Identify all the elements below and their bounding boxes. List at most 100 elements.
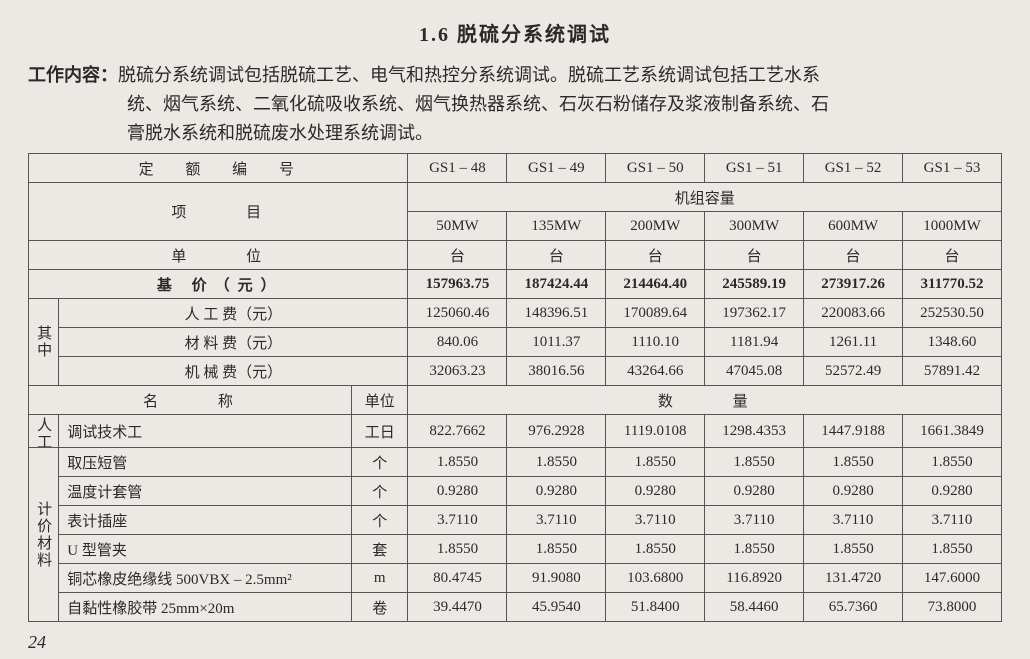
hdr-name: 名 称 [29,386,352,415]
row-item-4: U 型管夹 套 1.8550 1.8550 1.8550 1.8550 1.85… [29,535,1002,564]
i1-3: 1.8550 [705,448,804,477]
code-2: GS1 – 50 [606,154,705,183]
desc-line3: 膏脱水系统和脱硫废水处理系统调试。 [28,119,1002,148]
i0-0: 822.7662 [408,415,507,448]
item-unit-2: 个 [351,477,408,506]
work-description: 工作内容：脱硫分系统调试包括脱硫工艺、电气和热控分系统调试。脱硫工艺系统调试包括… [28,61,1002,147]
i6-3: 58.4460 [705,593,804,622]
row-codes: 定 额 编 号 GS1 – 48 GS1 – 49 GS1 – 50 GS1 –… [29,154,1002,183]
unit-5: 台 [903,241,1002,270]
unit-0: 台 [408,241,507,270]
i5-4: 131.4720 [804,564,903,593]
lbl-machine: 机 械 费（元） [59,357,408,386]
unit-2: 台 [606,241,705,270]
desc-line2: 统、烟气系统、二氧化硫吸收系统、烟气换热器系统、石灰石粉储存及浆液制备系统、石 [28,90,1002,119]
labor-5: 252530.50 [903,299,1002,328]
i4-3: 1.8550 [705,535,804,564]
i4-4: 1.8550 [804,535,903,564]
row-item-labor: 人工 调试技术工 工日 822.7662 976.2928 1119.0108 … [29,415,1002,448]
i2-5: 0.9280 [903,477,1002,506]
i6-5: 73.8000 [903,593,1002,622]
mach-4: 52572.49 [804,357,903,386]
code-0: GS1 – 48 [408,154,507,183]
i3-4: 3.7110 [804,506,903,535]
mat-0: 840.06 [408,328,507,357]
i1-1: 1.8550 [507,448,606,477]
item-unit-3: 个 [351,506,408,535]
hdr-unit: 单 位 [29,241,408,270]
side-jijia: 计价材料 [29,448,59,622]
base-5: 311770.52 [903,270,1002,299]
i3-1: 3.7110 [507,506,606,535]
mat-3: 1181.94 [705,328,804,357]
i2-1: 0.9280 [507,477,606,506]
cap-1: 135MW [507,212,606,241]
mach-5: 57891.42 [903,357,1002,386]
item-unit-1: 个 [351,448,408,477]
item-name-1: 取压短管 [59,448,352,477]
side-rengong: 人工 [29,415,59,448]
base-4: 273917.26 [804,270,903,299]
cap-3: 300MW [705,212,804,241]
code-3: GS1 – 51 [705,154,804,183]
cap-0: 50MW [408,212,507,241]
i5-2: 103.6800 [606,564,705,593]
mat-2: 1110.10 [606,328,705,357]
row-name-qty-header: 名 称 单位 数 量 [29,386,1002,415]
item-unit-5: m [351,564,408,593]
item-name-3: 表计插座 [59,506,352,535]
i3-0: 3.7110 [408,506,507,535]
item-unit-4: 套 [351,535,408,564]
mach-3: 47045.08 [705,357,804,386]
cap-2: 200MW [606,212,705,241]
i5-0: 80.4745 [408,564,507,593]
mach-0: 32063.23 [408,357,507,386]
i4-1: 1.8550 [507,535,606,564]
row-item-1: 计价材料 取压短管 个 1.8550 1.8550 1.8550 1.8550 … [29,448,1002,477]
row-cost-labor: 其中 人 工 费（元） 125060.46 148396.51 170089.6… [29,299,1002,328]
page-number: 24 [28,632,46,653]
hdr-base-price: 基 价（元） [29,270,408,299]
i1-2: 1.8550 [606,448,705,477]
row-cost-machine: 机 械 费（元） 32063.23 38016.56 43264.66 4704… [29,357,1002,386]
row-capacity-header: 项 目 机组容量 [29,183,1002,212]
i6-2: 51.8400 [606,593,705,622]
base-0: 157963.75 [408,270,507,299]
desc-line1: 脱硫分系统调试包括脱硫工艺、电气和热控分系统调试。脱硫工艺系统调试包括工艺水系 [118,65,820,85]
code-1: GS1 – 49 [507,154,606,183]
base-3: 245589.19 [705,270,804,299]
i1-5: 1.8550 [903,448,1002,477]
section-title: 1.6 脱硫分系统调试 [28,18,1002,47]
mat-1: 1011.37 [507,328,606,357]
hdr-capacity: 机组容量 [408,183,1002,212]
cap-4: 600MW [804,212,903,241]
i3-2: 3.7110 [606,506,705,535]
i2-3: 0.9280 [705,477,804,506]
desc-label: 工作内容： [28,65,118,85]
base-1: 187424.44 [507,270,606,299]
i0-3: 1298.4353 [705,415,804,448]
i3-5: 3.7110 [903,506,1002,535]
i3-3: 3.7110 [705,506,804,535]
mat-4: 1261.11 [804,328,903,357]
item-name-4: U 型管夹 [59,535,352,564]
i2-2: 0.9280 [606,477,705,506]
labor-2: 170089.64 [606,299,705,328]
unit-4: 台 [804,241,903,270]
item-name-0: 调试技术工 [59,415,352,448]
item-unit-6: 卷 [351,593,408,622]
mat-5: 1348.60 [903,328,1002,357]
i0-2: 1119.0108 [606,415,705,448]
i5-1: 91.9080 [507,564,606,593]
i1-4: 1.8550 [804,448,903,477]
item-name-6: 自黏性橡胶带 25mm×20m [59,593,352,622]
item-name-5: 铜芯橡皮绝缘线 500VBX – 2.5mm² [59,564,352,593]
i6-0: 39.4470 [408,593,507,622]
row-base-price: 基 价（元） 157963.75 187424.44 214464.40 245… [29,270,1002,299]
i1-0: 1.8550 [408,448,507,477]
i4-0: 1.8550 [408,535,507,564]
row-item-6: 自黏性橡胶带 25mm×20m 卷 39.4470 45.9540 51.840… [29,593,1002,622]
hdr-quota-no: 定 额 编 号 [29,154,408,183]
row-cost-material: 材 料 费（元） 840.06 1011.37 1110.10 1181.94 … [29,328,1002,357]
i0-4: 1447.9188 [804,415,903,448]
